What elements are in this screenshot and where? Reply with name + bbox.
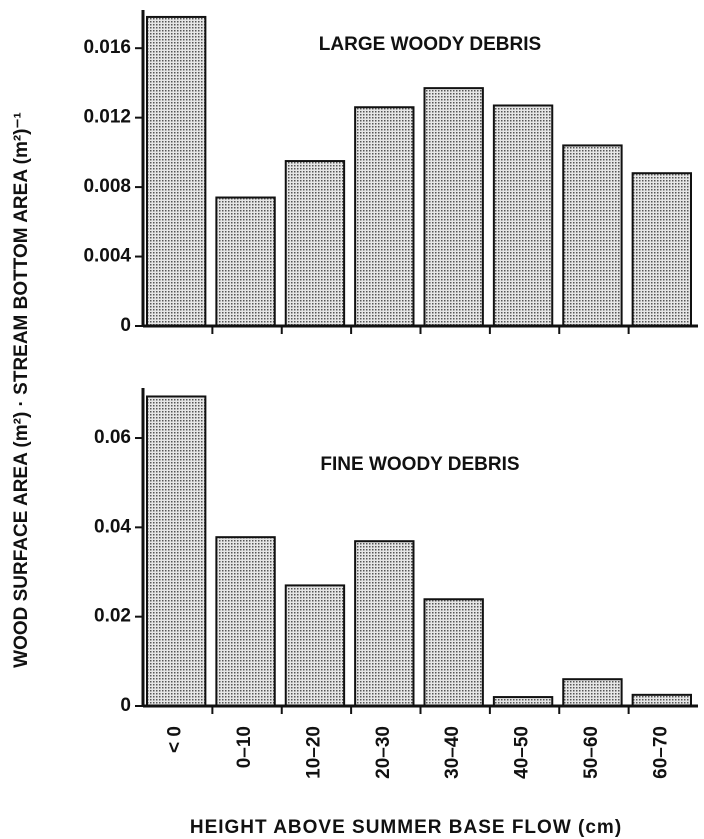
bar [215,536,276,707]
annotation: FINE WOODY DEBRIS [320,454,519,475]
bar [215,196,276,327]
bar [284,584,346,707]
bar [631,172,692,327]
x-axis-label: HEIGHT ABOVE SUMMER BASE FLOW (cm) [190,817,622,838]
bar [146,395,207,707]
bar [423,598,484,707]
y-tick-label: 0.04 [94,516,131,537]
y-tick-label: 0 [120,695,131,716]
y-tick-label: 0.004 [83,246,131,267]
bar [354,540,415,708]
x-tick-label: 60–70 [650,726,671,779]
x-tick-label: 50–60 [581,726,602,779]
bar [354,106,415,327]
y-tick-label: 0 [120,315,131,336]
bar [146,15,207,327]
bar [492,104,554,327]
bar [562,678,623,708]
y-tick-label: 0.012 [83,107,131,128]
annotation: LARGE WOODY DEBRIS [319,34,541,55]
bar [284,160,346,327]
y-tick-label: 0.008 [83,176,131,197]
x-tick-label: 40–50 [512,726,533,779]
bar [562,144,623,327]
x-tick-label: 10–20 [303,726,324,779]
y-axis-label: WOOD SURFACE AREA (m²) · STREAM BOTTOM A… [11,112,32,668]
y-tick-label: 0.02 [94,606,131,627]
bar [423,87,484,327]
x-tick-label: 0–10 [234,726,255,768]
x-tick-label: < 0 [165,726,186,753]
x-tick-label: 30–40 [442,726,463,779]
y-tick-label: 0.06 [94,427,131,448]
bar [631,693,692,708]
x-tick-label: 20–30 [373,726,394,779]
y-tick-label: 0.016 [83,37,131,58]
